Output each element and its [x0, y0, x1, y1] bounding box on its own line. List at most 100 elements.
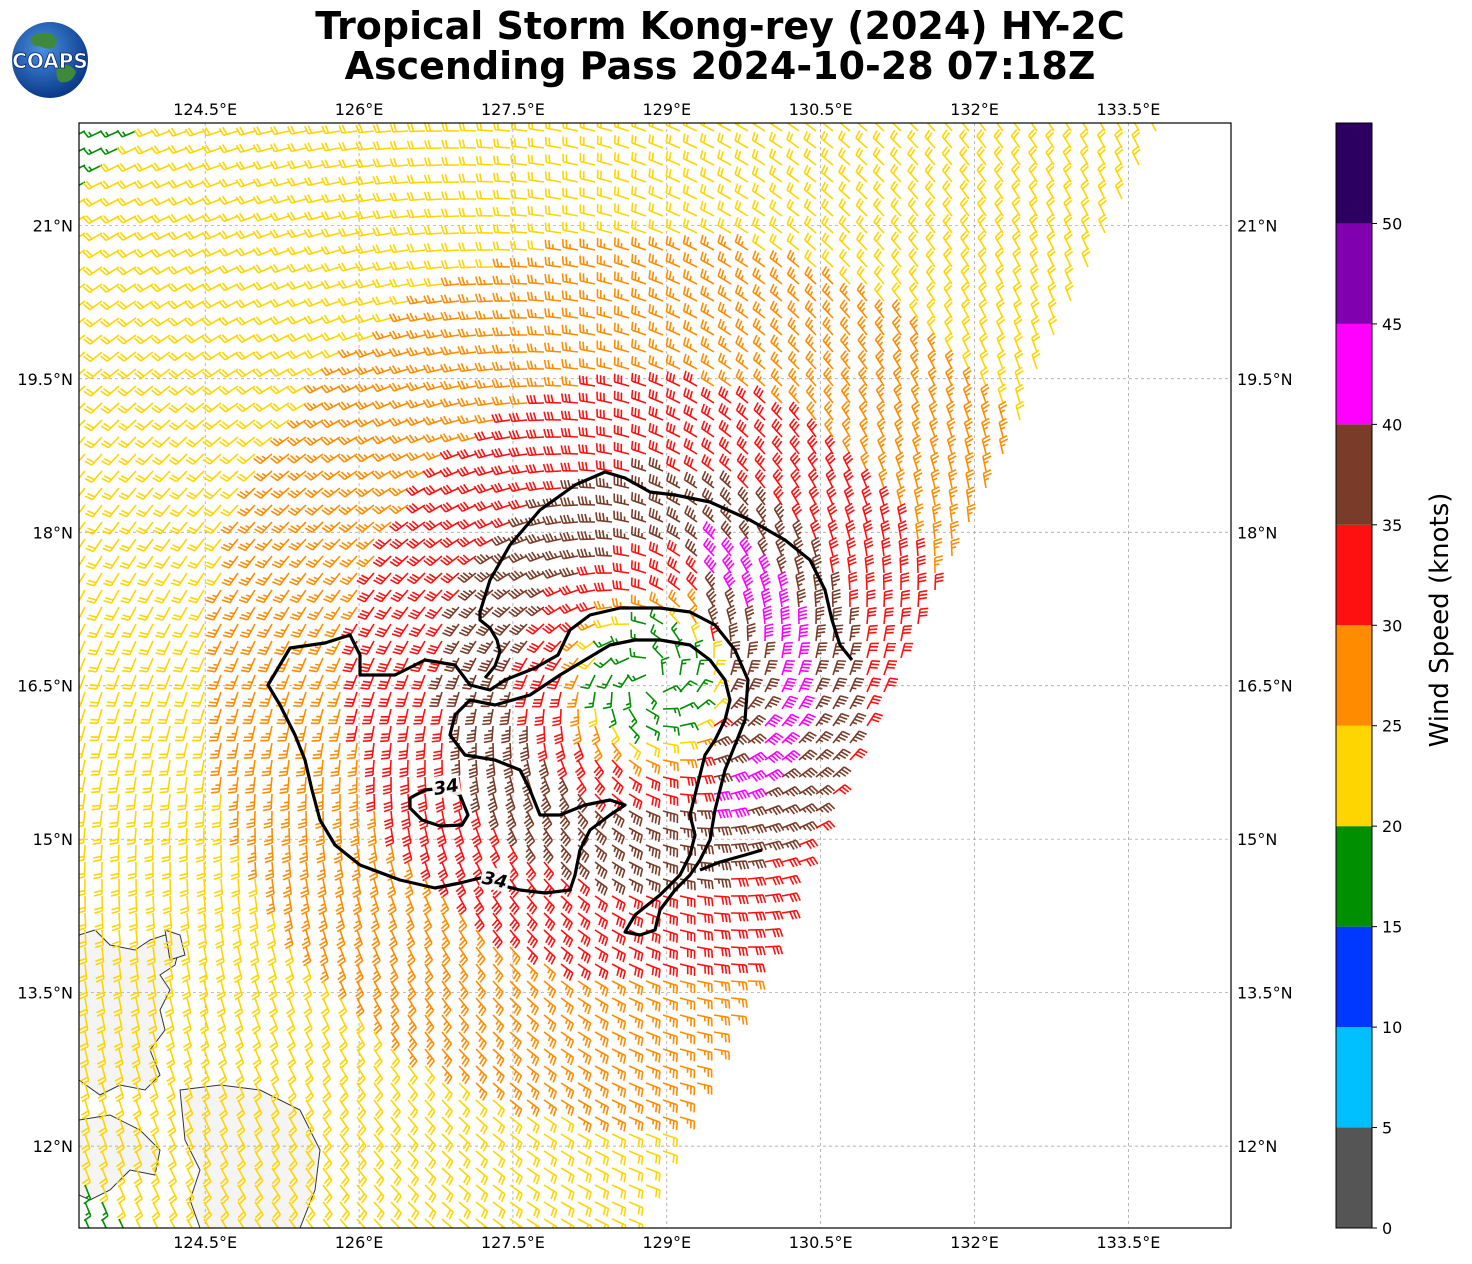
- wind-barb: [204, 589, 222, 604]
- wind-barb: [838, 215, 851, 234]
- wind-barb: [914, 503, 924, 523]
- wind-barb: [648, 405, 664, 421]
- wind-barb: [771, 418, 783, 438]
- wind-barb: [826, 502, 838, 523]
- wind-barb: [771, 401, 783, 421]
- wind-barb: [855, 197, 868, 217]
- wind-barb: [860, 468, 872, 489]
- wind-barb: [508, 606, 528, 618]
- wind-barb: [682, 285, 698, 302]
- wind-barb: [949, 520, 960, 540]
- wind-barb: [645, 793, 661, 809]
- wind-barb: [142, 793, 154, 811]
- wind-barb: [803, 232, 817, 251]
- wind-barb: [103, 606, 120, 622]
- wind-barb: [612, 580, 630, 591]
- wind-barb: [665, 252, 681, 268]
- wind-barb: [185, 419, 205, 431]
- wind-barb: [662, 725, 680, 736]
- wind-barb: [289, 572, 307, 586]
- wind-barb: [380, 725, 392, 743]
- wind-barb: [356, 589, 375, 603]
- wind-barb: [457, 572, 477, 583]
- wind-barb: [486, 776, 497, 796]
- wind-barb: [849, 677, 865, 693]
- wind-barb: [423, 912, 433, 933]
- wind-barb: [781, 695, 799, 710]
- wind-barb: [764, 928, 784, 938]
- wind-barb: [305, 1201, 316, 1221]
- wind-barb: [336, 946, 347, 967]
- wind-barb: [526, 1116, 540, 1134]
- wind-barb: [192, 725, 205, 742]
- wind-barb: [408, 623, 426, 638]
- wind-barb: [372, 124, 392, 134]
- wind-barb: [143, 827, 154, 846]
- wind-barb: [424, 1150, 437, 1170]
- wind-barb: [509, 257, 528, 268]
- wind-barb: [821, 215, 834, 234]
- wind-barb: [218, 247, 239, 257]
- wind-barb: [201, 299, 222, 309]
- wind-barb: [184, 144, 205, 154]
- wind-barb: [560, 827, 571, 847]
- wind-barb: [337, 227, 358, 238]
- wind-barb: [117, 334, 137, 345]
- wind-barb: [751, 182, 766, 200]
- wind-barb: [608, 708, 617, 729]
- wind-barb: [483, 725, 494, 744]
- wind-barb: [129, 946, 139, 966]
- wind-barb: [596, 340, 613, 353]
- wind-barb: [235, 143, 256, 154]
- wind-barb: [252, 402, 273, 412]
- wind-barb: [155, 657, 171, 673]
- wind-barb: [734, 183, 749, 200]
- wind-barb: [609, 657, 630, 665]
- wind-barb: [79, 742, 86, 759]
- wind-barb: [321, 159, 341, 169]
- wind-barb: [648, 134, 664, 149]
- wind-barb: [320, 262, 341, 273]
- wind-barb: [361, 691, 375, 708]
- wind-barb: [151, 385, 171, 396]
- wind-barb: [419, 827, 430, 848]
- wind-barb: [820, 181, 834, 200]
- wind-barb: [1096, 128, 1106, 149]
- wind-barb: [388, 365, 409, 375]
- wind-barb: [705, 587, 717, 608]
- wind-barb: [721, 537, 735, 557]
- wind-barb: [157, 725, 171, 742]
- wind-barb: [356, 1048, 366, 1069]
- wind-barb: [491, 396, 511, 406]
- wind-barb: [118, 1218, 125, 1228]
- lat-tick-right-1: 19.5°N: [1237, 370, 1293, 389]
- wind-barb: [1062, 162, 1072, 183]
- wind-barb: [288, 1167, 298, 1188]
- wind-barb: [866, 659, 881, 676]
- wind-barb: [111, 895, 121, 915]
- wind-barb: [666, 472, 681, 489]
- wind-barb: [542, 515, 562, 526]
- wind-barb: [976, 179, 987, 200]
- wind-barb: [728, 622, 739, 642]
- wind-barb: [526, 343, 545, 353]
- wind-barb: [873, 197, 885, 217]
- wind-barb: [100, 368, 120, 380]
- wind-barb: [286, 1031, 296, 1052]
- wind-barb: [123, 708, 137, 725]
- wind-barb: [182, 1014, 192, 1035]
- wind-barb: [508, 361, 528, 371]
- wind-barb: [99, 130, 120, 138]
- wind-barb: [754, 452, 766, 472]
- wind-barb: [821, 265, 834, 285]
- wind-barb: [753, 418, 766, 438]
- wind-barb: [269, 125, 290, 136]
- wind-barb: [104, 640, 120, 656]
- wind-barb: [881, 554, 892, 574]
- wind-barb: [422, 520, 443, 531]
- wind-barb: [679, 895, 696, 908]
- wind-barb: [781, 749, 801, 763]
- wind-barb: [770, 384, 783, 404]
- wind-barb: [960, 281, 970, 302]
- wind-barb: [648, 270, 664, 285]
